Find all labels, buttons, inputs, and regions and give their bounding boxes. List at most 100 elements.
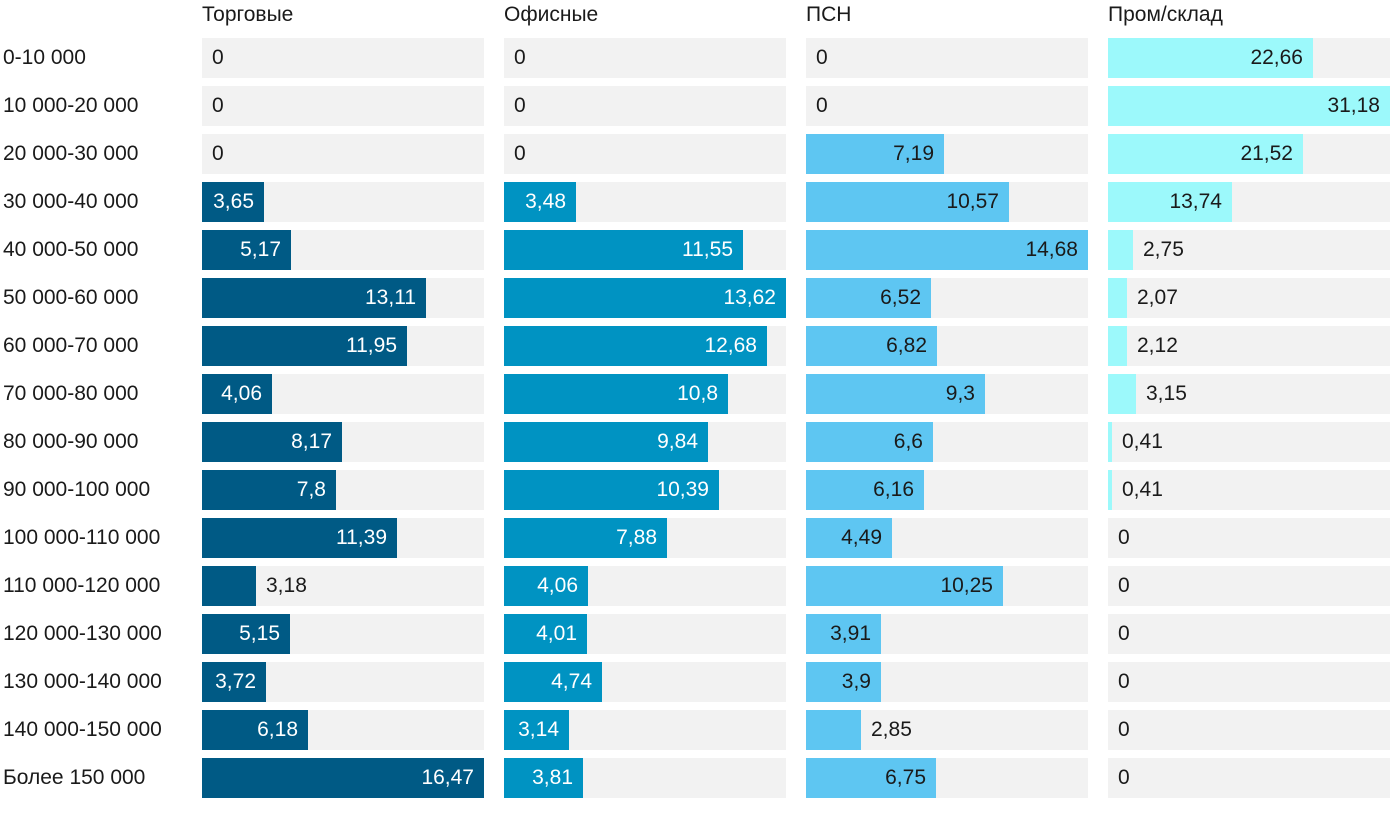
bar-value-label: 5,15 (239, 622, 280, 645)
bar-value-label: 3,48 (525, 190, 566, 213)
bar-track: 0 (504, 134, 786, 174)
bar-value-label: 11,39 (336, 526, 387, 549)
bar-track: 6,75 (806, 758, 1088, 798)
bar (202, 374, 272, 414)
bar (202, 710, 308, 750)
bar-value-label: 3,15 (1146, 382, 1187, 405)
bar-value-label: 6,52 (880, 286, 921, 309)
bar-value-label: 13,74 (1169, 190, 1222, 213)
bar-track: 6,82 (806, 326, 1088, 366)
bar-track: 2,85 (806, 710, 1088, 750)
bar-value-label: 3,72 (215, 670, 256, 693)
bar-value-label: 4,06 (221, 382, 262, 405)
bar (202, 278, 426, 318)
bar-track: 3,9 (806, 662, 1088, 702)
bar-value-label: 4,49 (841, 526, 882, 549)
bar-track: 3,81 (504, 758, 786, 798)
bar-value-label: 3,65 (213, 190, 254, 213)
bar-value-label: 14,68 (1025, 238, 1078, 261)
bar-value-label: 6,75 (885, 766, 926, 789)
bar-track: 3,15 (1108, 374, 1390, 414)
series-header: Торговые (202, 3, 294, 26)
bar (202, 422, 342, 462)
bar-track: 3,65 (202, 182, 484, 222)
bar (504, 470, 719, 510)
bar-track: 9,84 (504, 422, 786, 462)
category-label: 30 000-40 000 (3, 190, 139, 213)
bar-track: 6,18 (202, 710, 484, 750)
bar-track: 2,75 (1108, 230, 1390, 270)
bar-track: 21,52 (1108, 134, 1390, 174)
bar (504, 758, 583, 798)
bar-value-label: 0 (816, 46, 828, 69)
bar (202, 182, 264, 222)
bar-value-label: 6,82 (886, 334, 927, 357)
category-label: Более 150 000 (3, 766, 146, 789)
bar-track: 0 (504, 38, 786, 78)
bar-value-label: 0 (212, 46, 224, 69)
bar-track: 31,18 (1108, 86, 1390, 126)
bar (1108, 134, 1303, 174)
bar-value-label: 16,47 (421, 766, 474, 789)
category-label: 50 000-60 000 (3, 286, 139, 309)
bar-value-label: 0 (212, 142, 224, 165)
bar-value-label: 0 (1118, 718, 1130, 741)
bar (806, 230, 1088, 270)
bar-track: 0 (1108, 518, 1390, 558)
bar-track: 3,48 (504, 182, 786, 222)
category-label: 10 000-20 000 (3, 94, 139, 117)
bar-track: 4,06 (504, 566, 786, 606)
bar-value-label: 13,62 (723, 286, 776, 309)
bar-value-label: 6,16 (873, 478, 914, 501)
bar-track: 9,3 (806, 374, 1088, 414)
bar-value-label: 6,18 (257, 718, 298, 741)
category-label: 90 000-100 000 (3, 478, 151, 501)
bar-track: 4,01 (504, 614, 786, 654)
bar-track: 0 (504, 86, 786, 126)
bar-track: 0 (202, 134, 484, 174)
bar-track: 13,62 (504, 278, 786, 318)
bar (806, 614, 881, 654)
bar-track: 13,74 (1108, 182, 1390, 222)
bar (504, 326, 767, 366)
bar-track: 4,74 (504, 662, 786, 702)
bar-track: 6,52 (806, 278, 1088, 318)
bar-value-label: 0 (1118, 526, 1130, 549)
bar (806, 374, 985, 414)
bar-value-label: 0 (1118, 622, 1130, 645)
bar-track: 7,19 (806, 134, 1088, 174)
bar-value-label: 4,06 (537, 574, 578, 597)
bar (504, 710, 569, 750)
bar-value-label: 21,52 (1240, 142, 1293, 165)
bar-track: 8,17 (202, 422, 484, 462)
bar-value-label: 5,17 (240, 238, 281, 261)
bar-track: 10,25 (806, 566, 1088, 606)
bar-track: 0 (806, 86, 1088, 126)
bar (1108, 326, 1127, 366)
bar (806, 134, 944, 174)
bar-value-label: 3,91 (830, 622, 871, 645)
bar (202, 566, 256, 606)
bar-track: 11,55 (504, 230, 786, 270)
bar-value-label: 11,95 (346, 334, 397, 357)
series-header: ПСН (806, 3, 852, 26)
bar (806, 566, 1003, 606)
bar-track: 5,15 (202, 614, 484, 654)
bar (1108, 86, 1390, 126)
bar-value-label: 9,84 (657, 430, 698, 453)
bar-value-label: 0 (212, 94, 224, 117)
bar (504, 662, 602, 702)
bar-value-label: 6,6 (893, 430, 923, 453)
bar-track: 0,41 (1108, 470, 1390, 510)
bar (202, 614, 290, 654)
bar-track: 0 (1108, 710, 1390, 750)
bar-track: 2,12 (1108, 326, 1390, 366)
bar-track: 0 (1108, 614, 1390, 654)
bar (1108, 470, 1112, 510)
bar (202, 326, 407, 366)
bar-value-label: 7,8 (296, 478, 326, 501)
bar (202, 758, 484, 798)
category-label: 0-10 000 (3, 46, 86, 69)
bar (504, 518, 667, 558)
category-label: 60 000-70 000 (3, 334, 139, 357)
